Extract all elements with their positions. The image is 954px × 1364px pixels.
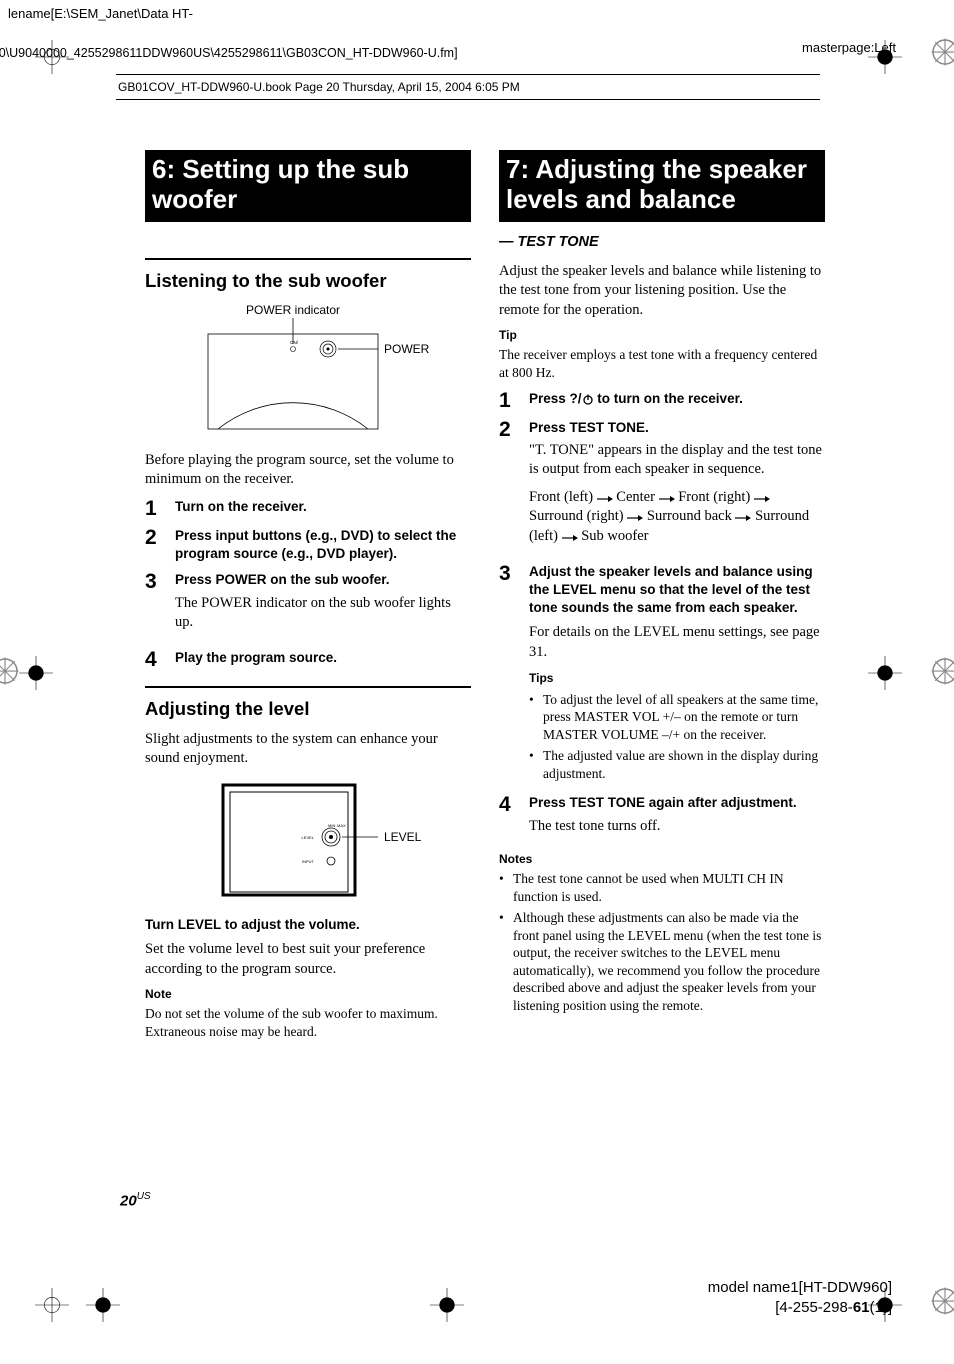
note-bullet: •The test tone cannot be used when MULTI…	[499, 870, 825, 905]
step-head: Play the program source.	[175, 649, 471, 667]
step-number: 2	[145, 527, 161, 563]
arrow-icon	[735, 514, 751, 522]
tips-label: Tips	[529, 670, 825, 686]
step-2: 2 Press input buttons (e.g., DVD) to sel…	[145, 527, 471, 563]
step-number: 4	[145, 649, 161, 670]
svg-text:INPUT: INPUT	[302, 859, 315, 864]
level-label: LEVEL	[384, 830, 422, 844]
step-3: 3 Press POWER on the sub woofer. The POW…	[145, 571, 471, 640]
reg-mark-icon	[868, 656, 902, 690]
arrow-icon	[627, 514, 643, 522]
note-bullet: •Although these adjustments can also be …	[499, 909, 825, 1014]
h2-adjusting: Adjusting the level	[145, 698, 471, 720]
page-body: 6: Setting up the sub woofer Listening t…	[145, 150, 825, 1040]
book-info: GB01COV_HT-DDW960-U.book Page 20 Thursda…	[116, 74, 820, 100]
text: Press	[529, 391, 570, 406]
tip-bullet: •The adjusted value are shown in the dis…	[529, 747, 825, 782]
step-head: Press ?/ to turn on the receiver.	[529, 390, 825, 408]
step-number: 1	[499, 390, 515, 411]
svg-text:MIN: MIN	[328, 823, 335, 828]
power-label: POWER	[384, 342, 430, 356]
reg-mark-icon	[35, 1288, 69, 1322]
level-diagram: LEVEL MIN MAX INPUT LEVEL	[145, 777, 471, 902]
step-head: Press TEST TONE.	[529, 419, 825, 437]
tip-bullet: •To adjust the level of all speakers at …	[529, 691, 825, 744]
arrow-icon	[597, 495, 613, 503]
tip-text: The adjusted value are shown in the disp…	[543, 747, 825, 782]
step-r2: 2 Press TEST TONE. "T. TONE" appears in …	[499, 419, 825, 555]
step-head: Adjust the speaker levels and balance us…	[529, 563, 825, 618]
step-body: The test tone turns off.	[529, 817, 825, 837]
step-head: Turn on the receiver.	[175, 498, 471, 516]
arrow-icon	[562, 534, 578, 542]
notes-label: Notes	[499, 852, 825, 866]
step-r4: 4 Press TEST TONE again after adjustment…	[499, 794, 825, 844]
model-note: model name1[HT-DDW960] [4-255-298-61(1)]	[708, 1278, 892, 1319]
filename-path: lename[E:\SEM_Janet\Data HT-	[8, 6, 193, 21]
reg-mark-icon	[868, 40, 902, 74]
reg-mark-icon	[0, 656, 20, 686]
model-name: model name1[HT-DDW960]	[708, 1278, 892, 1298]
step-r3: 3 Adjust the speaker levels and balance …	[499, 563, 825, 787]
note-body: Do not set the volume of the sub woofer …	[145, 1005, 471, 1040]
step-body: For details on the LEVEL menu settings, …	[529, 623, 825, 662]
section-7-title: 7: Adjusting the speaker levels and bala…	[499, 150, 825, 222]
reg-mark-icon	[930, 656, 954, 686]
step-body: The POWER indicator on the sub woofer li…	[175, 594, 471, 633]
reg-mark-icon	[86, 1288, 120, 1322]
step-number: 3	[499, 563, 515, 787]
test-tone-subtitle: — TEST TONE	[499, 234, 825, 250]
svg-text:LEVEL: LEVEL	[302, 835, 315, 840]
subwoofer-diagram: POWER indicator ON/ POWER	[145, 302, 471, 437]
right-column: 7: Adjusting the speaker levels and bala…	[499, 150, 825, 1040]
section-6-title: 6: Setting up the sub woofer	[145, 150, 471, 222]
page-number: 20	[120, 1192, 137, 1209]
step-number: 1	[145, 498, 161, 519]
intro-right: Adjust the speaker levels and balance wh…	[499, 262, 825, 321]
note-text: The test tone cannot be used when MULTI …	[513, 870, 825, 905]
turn-level-head: Turn LEVEL to adjust the volume.	[145, 916, 471, 934]
tip-label: Tip	[499, 328, 825, 342]
step-r1: 1 Press ?/ to turn on the receiver.	[499, 390, 825, 411]
turn-level-body: Set the volume level to best suit your p…	[145, 940, 471, 979]
step-1: 1 Turn on the receiver.	[145, 498, 471, 519]
arrow-icon	[754, 495, 770, 503]
svg-text:MAX: MAX	[337, 823, 346, 828]
power-indicator-label: POWER indicator	[246, 303, 340, 317]
step-number: 2	[499, 419, 515, 555]
step-number: 4	[499, 794, 515, 844]
arrow-icon	[659, 495, 675, 503]
page-region: US	[137, 1191, 151, 1202]
step-number: 3	[145, 571, 161, 640]
text: to turn on the receiver.	[594, 391, 743, 406]
svg-text:ON/: ON/	[290, 340, 299, 345]
reg-mark-icon	[19, 656, 53, 690]
tip-body: The receiver employs a test tone with a …	[499, 346, 825, 381]
page-footer: 20US	[120, 1191, 151, 1210]
intro-text: Before playing the program source, set t…	[145, 451, 471, 490]
reg-mark-icon	[430, 1288, 464, 1322]
note-text: Although these adjustments can also be m…	[513, 909, 825, 1014]
model-code: [4-255-298-61(1)]	[708, 1298, 892, 1318]
h2-listening: Listening to the sub woofer	[145, 270, 471, 292]
step-4: 4 Play the program source.	[145, 649, 471, 670]
reg-mark-icon	[930, 37, 954, 67]
reg-mark-icon	[930, 1286, 954, 1316]
step-body: "T. TONE" appears in the display and the…	[529, 441, 825, 480]
step-body-seq: Front (left) Center Front (right) Surrou…	[529, 488, 825, 547]
left-column: 6: Setting up the sub woofer Listening t…	[145, 150, 471, 1040]
step-head: Press POWER on the sub woofer.	[175, 571, 471, 589]
power-icon	[582, 393, 594, 405]
note-label: Note	[145, 987, 471, 1001]
reg-mark-icon	[35, 40, 69, 74]
tip-text: To adjust the level of all speakers at t…	[543, 691, 825, 744]
step-head: Press input buttons (e.g., DVD) to selec…	[175, 527, 471, 563]
step-head: Press TEST TONE again after adjustment.	[529, 794, 825, 812]
adjust-intro: Slight adjustments to the system can enh…	[145, 730, 471, 769]
